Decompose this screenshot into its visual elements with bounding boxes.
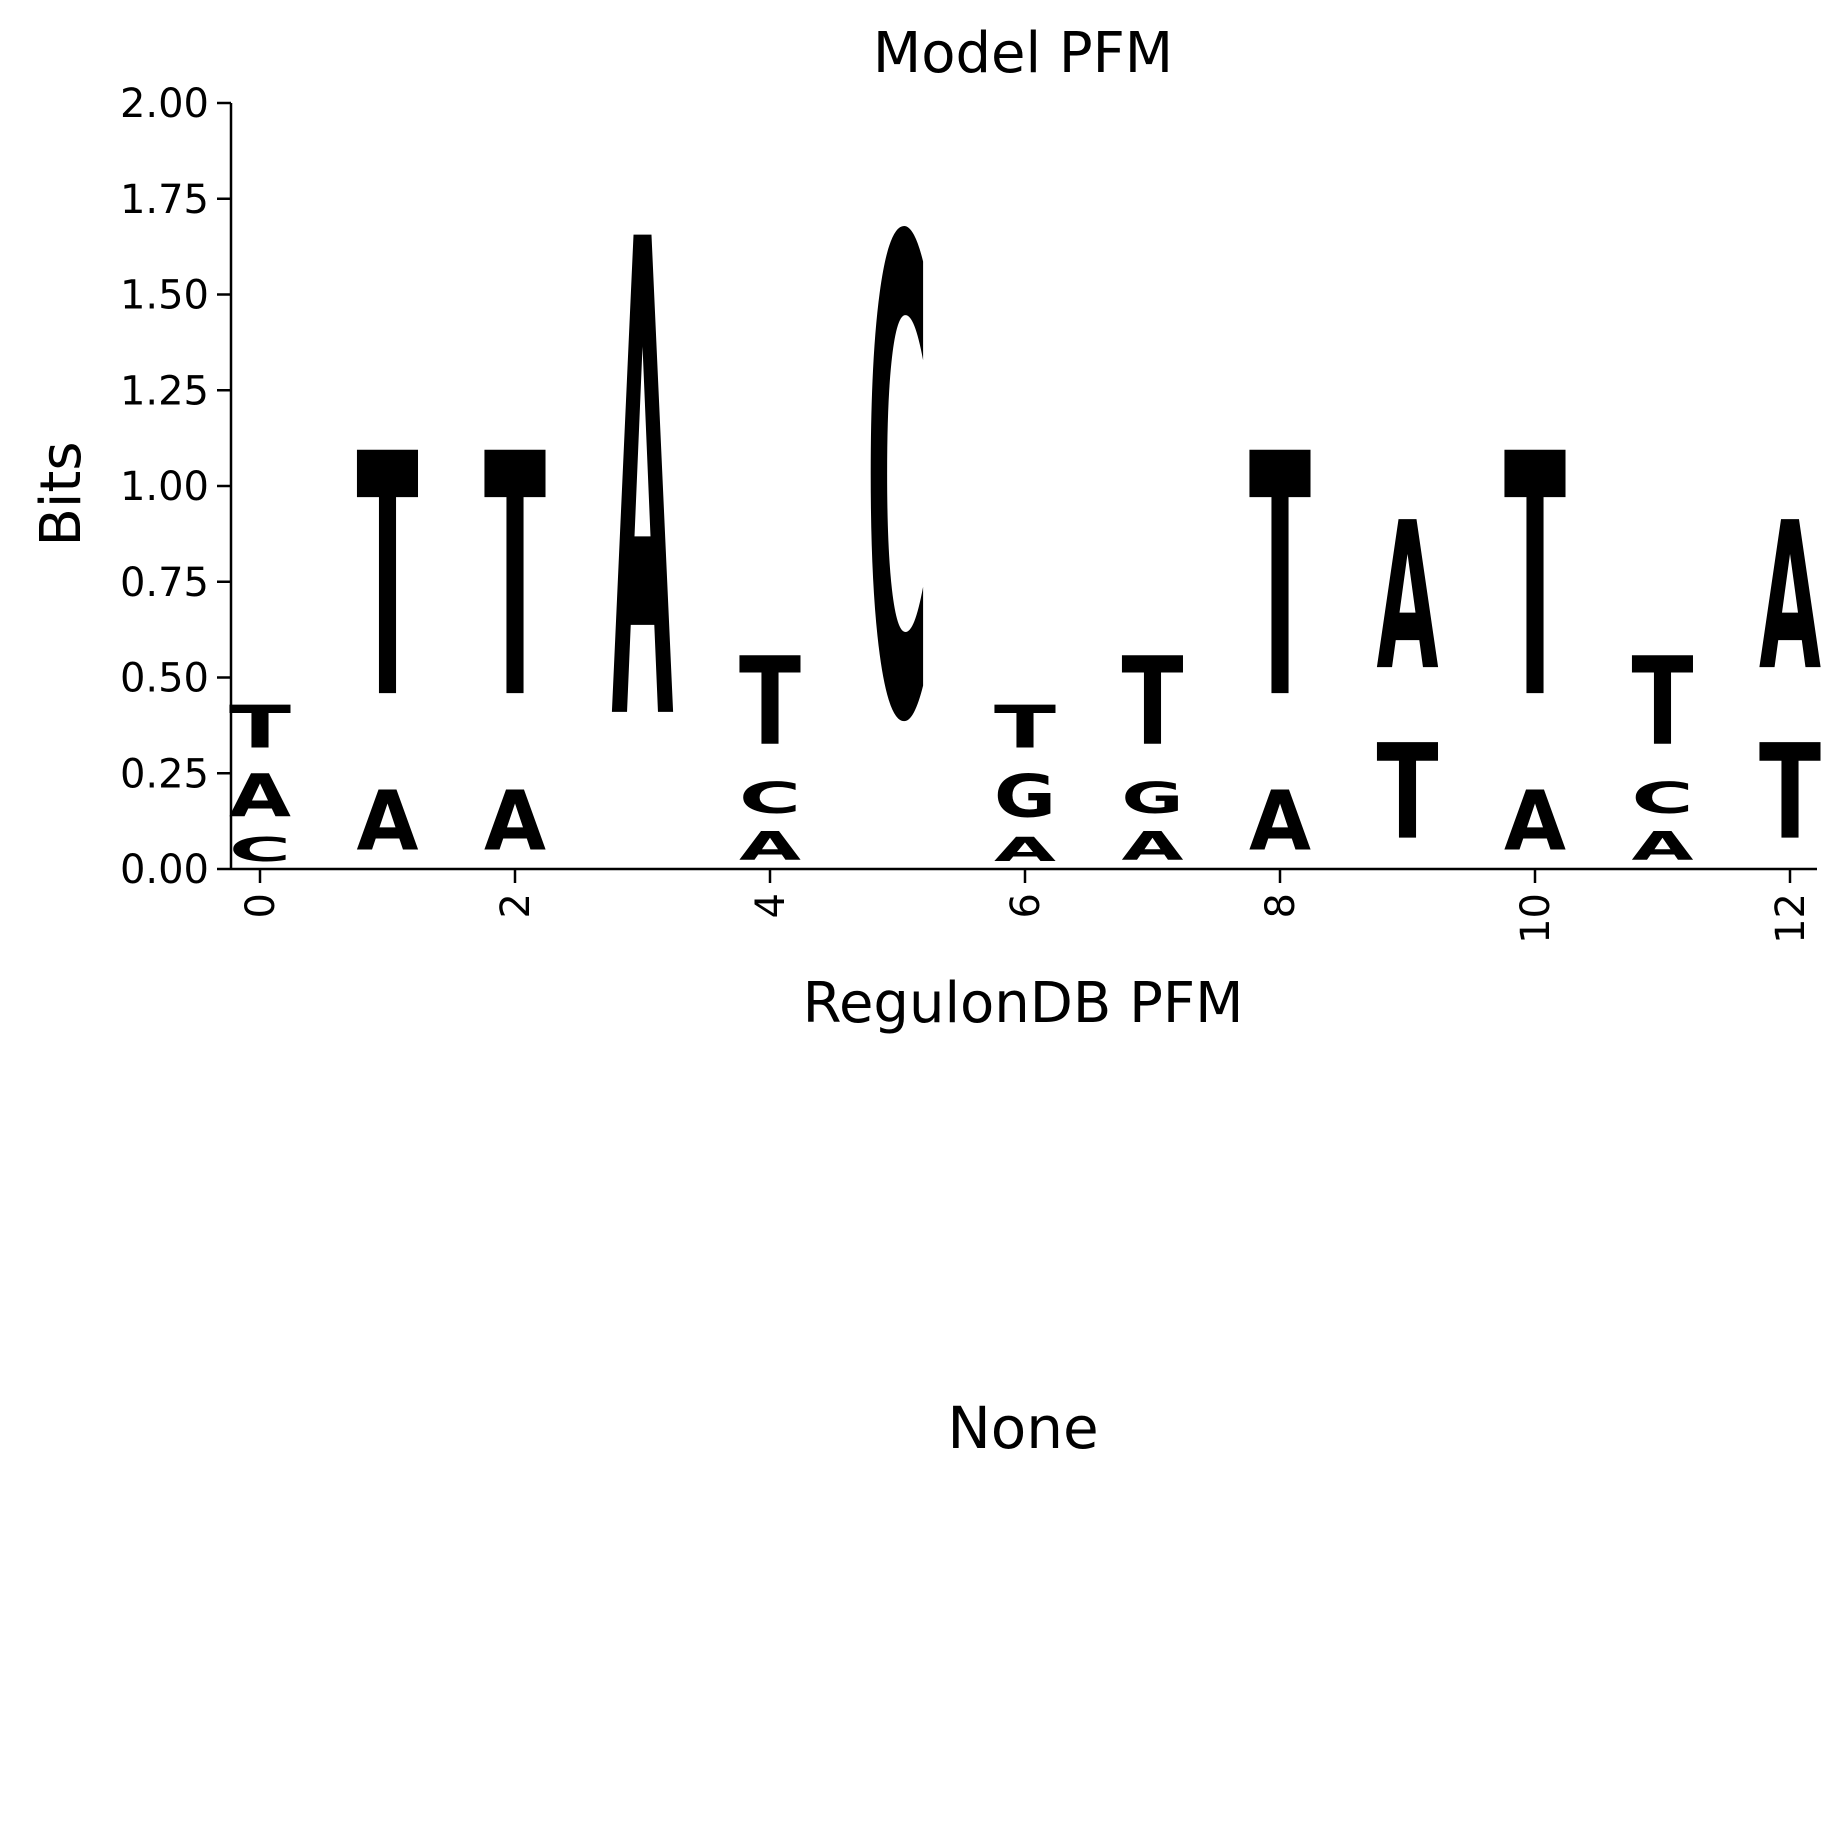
- logo-letter-C: C: [739, 773, 801, 823]
- logo-letter-T: T: [1632, 633, 1694, 773]
- y-tick-label: 0.25: [120, 751, 209, 797]
- x-tick-label: 4: [748, 893, 794, 918]
- logo-letter-A: A: [612, 104, 675, 866]
- y-tick-label: 1.75: [120, 177, 209, 223]
- logo-letter-A: A: [1249, 775, 1311, 870]
- logo-letter-C: C: [229, 832, 291, 870]
- chart-title: Model PFM: [873, 21, 1173, 86]
- logo-letter-G: G: [1122, 774, 1184, 823]
- logo-letter-C: C: [866, 106, 928, 868]
- y-tick-label: 0.75: [120, 560, 209, 606]
- y-tick-label: 1.50: [120, 273, 209, 319]
- logo-letter-A: A: [229, 762, 292, 831]
- y-ticks: 0.00 0.25 0.50 0.75 1.00 1.25 1.50 1.75 2.00: [120, 81, 231, 893]
- x-tick-label: 2: [493, 893, 539, 918]
- logo-letter-T: T: [484, 383, 546, 772]
- logo-letter-A: A: [1759, 480, 1821, 715]
- logo-letter-T: T: [1759, 716, 1821, 869]
- logo-letter-A: A: [994, 831, 1057, 869]
- logo-letter-T: T: [229, 694, 291, 762]
- logo-letter-A: A: [739, 823, 801, 869]
- y-tick-label: 0.50: [120, 656, 209, 702]
- logo-letter-A: A: [1122, 823, 1184, 869]
- logo-letter-A: A: [1632, 823, 1694, 869]
- logo-letter-T: T: [739, 633, 801, 773]
- x-axis-label: RegulonDB PFM: [803, 971, 1244, 1036]
- x-tick-label: 12: [1768, 893, 1814, 944]
- y-tick-label: 0.00: [120, 847, 209, 893]
- y-axis-label: Bits: [29, 441, 94, 546]
- x-tick-label: 0: [238, 893, 284, 918]
- logo-letter-A: A: [484, 775, 546, 870]
- logo-letter-C: C: [1631, 773, 1693, 823]
- second-panel-label: None: [947, 1394, 1098, 1462]
- logo-stacks: CATATATAACTCAGTAGTATTAATACTTAGCCTGAGTCAA…: [229, 104, 1821, 870]
- logo-letter-T: T: [1122, 633, 1184, 773]
- logo-letter-T: T: [1377, 716, 1439, 869]
- y-tick-label: 1.25: [120, 368, 209, 414]
- x-tick-label: 8: [1258, 893, 1304, 918]
- x-tick-label: 6: [1003, 893, 1049, 918]
- x-tick-label: 10: [1513, 893, 1559, 944]
- logo-letter-T: T: [994, 694, 1056, 762]
- logo-letter-G: G: [994, 762, 1056, 831]
- logo-letter-A: A: [1504, 775, 1566, 870]
- logo-letter-T: T: [1249, 383, 1311, 772]
- y-tick-label: 1.00: [120, 464, 209, 510]
- logo-letter-T: T: [357, 383, 419, 772]
- logo-letter-A: A: [1377, 480, 1439, 715]
- logo-letter-T: T: [1504, 383, 1566, 772]
- logo-letter-A: A: [357, 775, 419, 870]
- x-ticks: 024681012141618202224: [238, 869, 1814, 944]
- y-tick-label: 2.00: [120, 81, 209, 127]
